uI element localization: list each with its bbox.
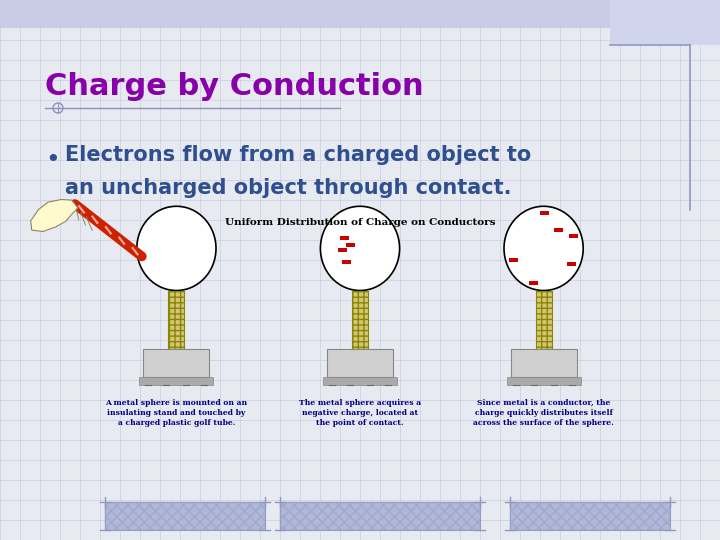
Text: •: • — [45, 148, 60, 172]
FancyBboxPatch shape — [105, 502, 265, 530]
Bar — [528, 280, 538, 285]
Bar — [346, 244, 355, 247]
Text: an uncharged object through contact.: an uncharged object through contact. — [65, 178, 511, 198]
Polygon shape — [31, 200, 78, 232]
Bar — [342, 260, 351, 265]
FancyBboxPatch shape — [510, 348, 577, 376]
FancyBboxPatch shape — [352, 291, 368, 348]
Ellipse shape — [137, 206, 216, 291]
FancyBboxPatch shape — [168, 291, 184, 348]
Text: Uniform Distribution of Charge on Conductors: Uniform Distribution of Charge on Conduc… — [225, 218, 495, 227]
FancyBboxPatch shape — [507, 376, 580, 384]
Text: Charge by Conduction: Charge by Conduction — [45, 72, 423, 101]
FancyBboxPatch shape — [327, 348, 393, 376]
Bar — [539, 211, 549, 215]
Bar — [567, 262, 576, 266]
Text: A metal sphere is mounted on an
insulating stand and touched by
a charged plasti: A metal sphere is mounted on an insulati… — [105, 399, 248, 427]
Text: Since metal is a conductor, the
charge quickly distributes itself
across the sur: Since metal is a conductor, the charge q… — [473, 399, 614, 427]
FancyBboxPatch shape — [610, 0, 720, 45]
Bar — [509, 259, 518, 262]
Ellipse shape — [504, 206, 583, 291]
Bar — [554, 228, 562, 232]
FancyBboxPatch shape — [140, 376, 213, 384]
Bar — [338, 248, 347, 252]
Ellipse shape — [320, 206, 400, 291]
Text: Electrons flow from a charged object to: Electrons flow from a charged object to — [65, 145, 531, 165]
FancyBboxPatch shape — [143, 348, 210, 376]
FancyBboxPatch shape — [280, 502, 480, 530]
Bar — [340, 237, 349, 240]
FancyBboxPatch shape — [536, 291, 552, 348]
Bar — [570, 234, 578, 238]
FancyBboxPatch shape — [510, 502, 670, 530]
FancyBboxPatch shape — [0, 0, 720, 28]
FancyBboxPatch shape — [323, 376, 397, 384]
Text: The metal sphere acquires a
negative charge, located at
the point of contact.: The metal sphere acquires a negative cha… — [299, 399, 421, 427]
